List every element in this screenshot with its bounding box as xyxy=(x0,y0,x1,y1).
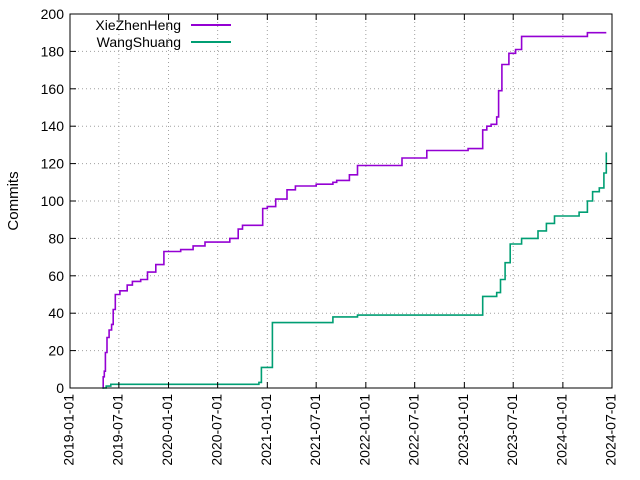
series-group xyxy=(102,31,608,389)
y-tick-label: 100 xyxy=(41,193,65,209)
y-tick-label: 140 xyxy=(41,118,65,134)
series-line-xiezhenheng xyxy=(102,31,607,389)
series-line-wangshuang xyxy=(102,152,608,389)
x-axis-ticks: 2019-01-01 2019-07-01 2020-01-01 2020-07-01… xyxy=(61,14,619,466)
y-tick-label: 180 xyxy=(41,43,65,59)
legend-label-xiezhenheng: XieZhenHeng xyxy=(95,17,181,33)
y-tick-label: 60 xyxy=(48,268,64,284)
x-tick-label: 2024-01-01 xyxy=(554,394,570,466)
y-tick-label: 120 xyxy=(41,156,65,172)
y-tick-label: 40 xyxy=(48,305,64,321)
y-tick-label: 0 xyxy=(56,380,64,396)
y-tick-label: 200 xyxy=(41,6,65,22)
x-tick-label: 2020-01-01 xyxy=(159,394,175,466)
x-tick-label: 2023-07-01 xyxy=(504,394,520,466)
legend-label-wangshuang: WangShuang xyxy=(97,34,181,50)
y-axis-title: Commits xyxy=(5,171,22,230)
x-tick-label: 2020-07-01 xyxy=(208,394,224,466)
x-tick-label: 2022-07-01 xyxy=(405,394,421,466)
x-tick-label: 2021-01-01 xyxy=(258,394,274,466)
x-tick-label: 2021-07-01 xyxy=(307,394,323,466)
x-tick-label: 2019-01-01 xyxy=(61,394,77,466)
x-tick-label: 2022-01-01 xyxy=(357,394,373,466)
x-tick-label: 2024-07-01 xyxy=(603,394,619,466)
y-tick-label: 160 xyxy=(41,81,65,97)
y-axis-ticks: 0 20 40 60 80 100 120 140 160 180 200 xyxy=(41,6,612,396)
grid-lines xyxy=(70,14,612,388)
y-tick-label: 20 xyxy=(48,343,64,359)
x-tick-label: 2023-01-01 xyxy=(455,394,471,466)
y-tick-label: 80 xyxy=(48,230,64,246)
x-tick-label: 2019-07-01 xyxy=(110,394,126,466)
